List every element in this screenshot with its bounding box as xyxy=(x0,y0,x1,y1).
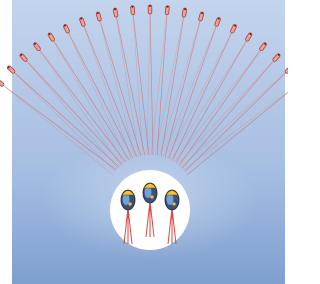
pencil-tip xyxy=(165,6,169,15)
icon-dot xyxy=(150,195,153,198)
pencil-tip xyxy=(131,6,135,15)
icon-dot xyxy=(172,202,175,205)
screenshot xyxy=(0,0,288,284)
pencil-tip xyxy=(148,5,152,14)
icon-dot xyxy=(128,202,131,205)
illustration xyxy=(0,0,288,284)
pencil-tip-dot xyxy=(149,5,151,7)
